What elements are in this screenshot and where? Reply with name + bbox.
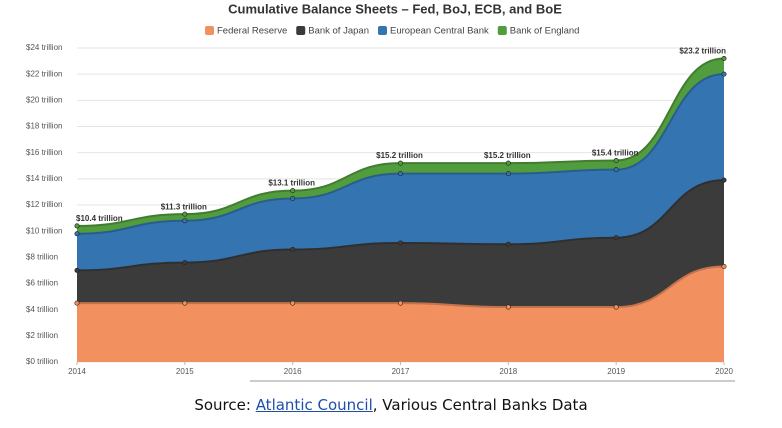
- point: [397, 171, 403, 177]
- point: [397, 300, 403, 306]
- y-tick-label: $14 trillion: [26, 174, 62, 183]
- source-prefix: Source:: [194, 396, 256, 414]
- y-tick-label: $18 trillion: [26, 122, 62, 131]
- source-suffix: , Various Central Banks Data: [372, 396, 588, 414]
- total-label: $15.2 trillion: [376, 151, 423, 160]
- area: [77, 266, 724, 362]
- total-label: $23.2 trillion: [679, 47, 726, 56]
- y-tick-label: $6 trillion: [26, 279, 58, 288]
- source-link[interactable]: Atlantic Council: [255, 396, 373, 414]
- x-tick-label: 2016: [284, 367, 302, 376]
- point: [505, 241, 511, 247]
- x-tick-label: 2020: [715, 367, 733, 376]
- y-tick-label: $2 trillion: [26, 331, 58, 340]
- y-tick-label: $22 trillion: [26, 69, 62, 78]
- y-tick-label: $16 trillion: [26, 148, 62, 157]
- y-tick-label: $0 trillion: [26, 357, 58, 366]
- point: [505, 304, 511, 310]
- point: [721, 177, 727, 183]
- point: [290, 246, 296, 252]
- point: [182, 211, 188, 217]
- x-tick-label: 2019: [607, 367, 625, 376]
- legend-swatch: [497, 26, 507, 35]
- point: [505, 171, 511, 177]
- point: [721, 55, 727, 61]
- y-tick-label: $12 trillion: [26, 200, 62, 209]
- legend-swatch: [377, 26, 387, 35]
- point: [613, 167, 619, 173]
- x-tick-label: 2017: [392, 367, 410, 376]
- point: [613, 158, 619, 164]
- total-label: $15.4 trillion: [592, 149, 639, 158]
- source-note: Source: Atlantic Council, Various Centra…: [0, 396, 782, 414]
- point: [74, 223, 80, 229]
- point: [505, 160, 511, 166]
- legend-swatch: [205, 26, 214, 35]
- total-label: $13.1 trillion: [268, 179, 315, 188]
- point: [613, 304, 619, 310]
- chart: Cumulative Balance Sheets – Fed, BoJ, EC…: [26, 1, 735, 382]
- point: [290, 188, 296, 194]
- total-label: $15.2 trillion: [484, 151, 531, 160]
- legend-swatch: [296, 26, 306, 35]
- point: [182, 300, 188, 306]
- legend-label: Bank of Japan: [308, 26, 369, 37]
- area: [77, 74, 724, 271]
- total-label: $10.4 trillion: [76, 214, 123, 223]
- point: [721, 263, 727, 269]
- x-tick-label: 2018: [499, 367, 517, 376]
- point: [182, 218, 188, 224]
- legend-label: Federal Reserve: [217, 26, 287, 37]
- point: [397, 240, 403, 246]
- point: [182, 260, 188, 266]
- point: [721, 71, 727, 77]
- total-label: $11.3 trillion: [161, 202, 207, 211]
- y-tick-label: $8 trillion: [26, 252, 58, 261]
- y-tick-label: $20 trillion: [26, 95, 62, 104]
- point: [613, 235, 619, 241]
- point: [74, 267, 80, 273]
- y-tick-label: $4 trillion: [26, 305, 58, 314]
- point: [290, 300, 296, 306]
- y-tick-label: $24 trillion: [26, 43, 62, 52]
- y-tick-label: $10 trillion: [26, 226, 62, 235]
- point: [397, 160, 403, 166]
- legend-label: Bank of England: [510, 26, 580, 37]
- x-tick-label: 2015: [176, 367, 194, 376]
- x-tick-label: 2014: [68, 367, 86, 376]
- point: [290, 195, 296, 201]
- point: [74, 300, 80, 306]
- chart-title: Cumulative Balance Sheets – Fed, BoJ, EC…: [228, 1, 562, 16]
- legend-label: European Central Bank: [390, 26, 489, 37]
- point: [74, 231, 80, 237]
